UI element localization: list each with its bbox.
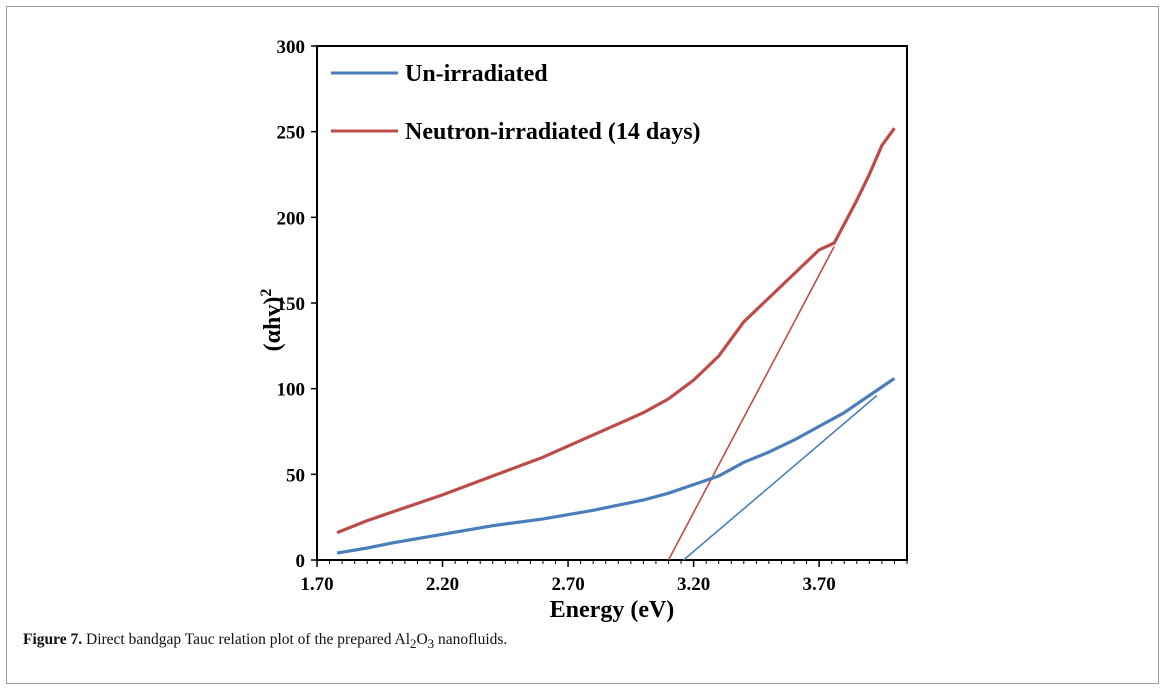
series-line-0 — [336, 377, 896, 555]
x-tick-label: 3.20 — [677, 574, 710, 595]
y-tick-label: 0 — [296, 551, 306, 572]
y-tick-label: 50 — [286, 465, 305, 486]
y-tick-label: 300 — [277, 37, 306, 58]
figure-frame — [6, 6, 1159, 684]
fit-lines — [667, 246, 878, 561]
y-axis-ticks: 0 50 100 150 200 250 300 — [277, 37, 317, 572]
series-line-1 — [336, 127, 896, 535]
y-axis-title-superscript: 2 — [258, 289, 275, 297]
fit-line-0 — [683, 394, 878, 561]
y-tick-label: 250 — [277, 123, 306, 144]
legend: Un-irradiated Neutron-irradiated (14 day… — [331, 61, 701, 145]
legend-label-un-irradiated: Un-irradiated — [405, 61, 548, 87]
fit-line-1 — [667, 246, 835, 561]
x-tick-label: 3.70 — [803, 574, 836, 595]
y-tick-label: 150 — [277, 294, 306, 315]
x-tick-label: 2.20 — [426, 574, 459, 595]
series-lines — [336, 127, 896, 555]
figure-caption: Figure 7. Direct bandgap Tauc relation p… — [23, 631, 508, 652]
x-tick-label: 2.70 — [551, 574, 584, 595]
x-tick-label: 1.70 — [300, 574, 333, 595]
x-axis-ticks: 1.70 2.20 2.70 3.20 3.70 — [300, 560, 908, 595]
caption-label: Figure 7. — [23, 631, 83, 648]
y-tick-label: 200 — [277, 208, 306, 229]
y-tick-label: 100 — [277, 380, 306, 401]
y-axis-title: (αhv)2 — [258, 289, 286, 352]
x-axis-title: Energy (eV) — [550, 597, 675, 623]
legend-label-neutron-irradiated: Neutron-irradiated (14 days) — [405, 119, 701, 145]
